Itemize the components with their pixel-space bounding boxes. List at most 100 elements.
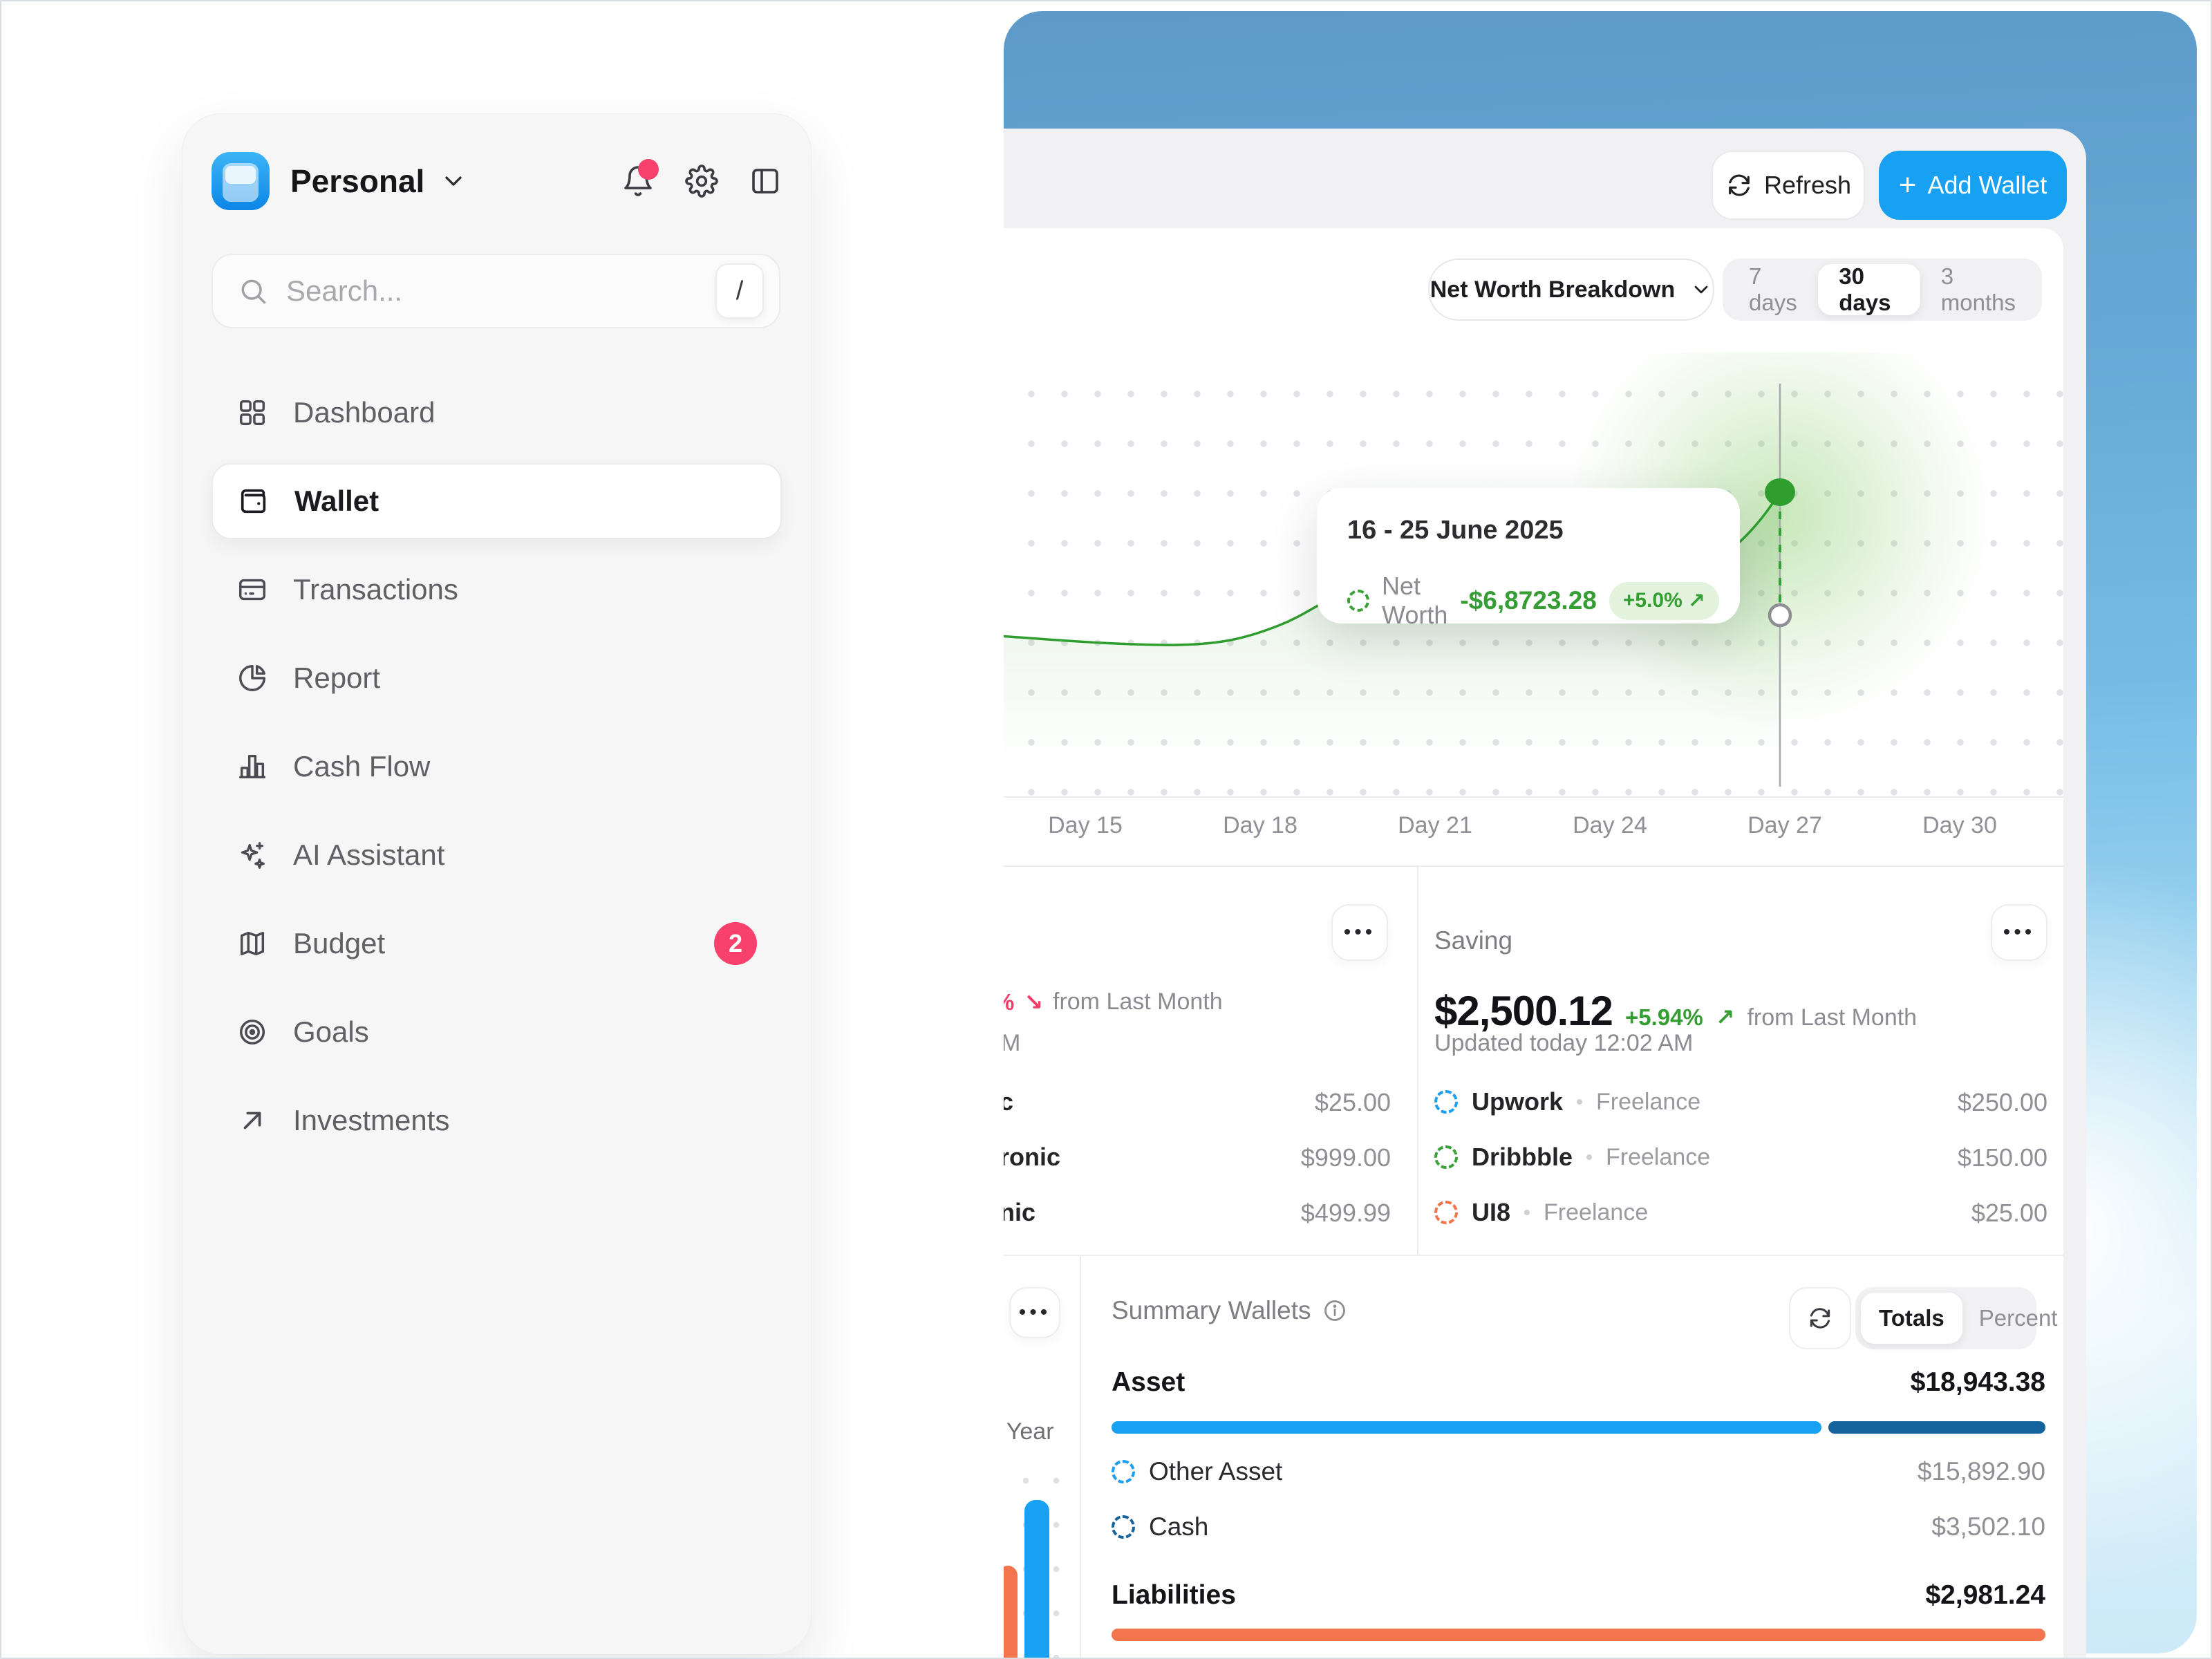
wallet-row-name: nic <box>1004 1198 1036 1226</box>
wallet-row-name: Upwork <box>1472 1087 1564 1116</box>
wallet-row-amount: $250.00 <box>1957 1088 2047 1116</box>
dashboard-card: Refresh + Add Wallet Net Worth Breakdown… <box>1004 129 2086 1659</box>
saving-change: +5.94% <box>1624 1004 1703 1030</box>
workspace-name: Personal <box>290 163 425 199</box>
x-tick: Day 30 <box>1922 812 1997 838</box>
sidebar-item-report[interactable]: Report <box>212 640 782 716</box>
net-worth-area <box>1004 492 1780 796</box>
asset-bar-other <box>1112 1421 1821 1434</box>
sidebar-item-label: Budget <box>293 927 386 959</box>
chart-tooltip: 16 - 25 June 2025 Net Worth -$6,8723.28 … <box>1317 488 1740 629</box>
net-worth-line-chart <box>1004 353 1994 796</box>
wallet-row-category: Freelance <box>1544 1199 1649 1226</box>
summary-title: Summary Wallets <box>1112 1296 1311 1324</box>
notifications-button[interactable] <box>621 159 659 198</box>
divider <box>1004 1255 2063 1256</box>
search-placeholder: Search... <box>286 274 403 307</box>
separator-dot <box>1586 1154 1593 1160</box>
arrow-up-right-icon: ↗ <box>1687 589 1705 612</box>
wallet-row-amount: $150.00 <box>1957 1143 2047 1172</box>
breakdown-dropdown[interactable]: Net Worth Breakdown <box>1428 259 1714 321</box>
info-icon <box>1322 1298 1347 1323</box>
sidebar-item-goals[interactable]: Goals <box>212 994 782 1070</box>
updated-text: M <box>1004 1030 1021 1056</box>
collapse-sidebar-button[interactable] <box>749 165 782 198</box>
grid-icon <box>236 397 268 429</box>
toggle-totals[interactable]: Totals <box>1861 1293 1962 1344</box>
sidebar-item-cash-flow[interactable]: Cash Flow <box>212 729 782 805</box>
sidebar-item-label: Wallet <box>294 485 379 517</box>
sidebar-item-dashboard[interactable]: Dashboard <box>212 375 782 451</box>
refresh-button[interactable]: Refresh <box>1712 151 1865 220</box>
credit-card-icon <box>236 574 268 606</box>
net-worth-chart[interactable]: 16 - 25 June 2025 Net Worth -$6,8723.28 … <box>1004 353 2063 798</box>
range-3-months[interactable]: 3 months <box>1940 263 2016 315</box>
card-menu-button[interactable]: ••• <box>1991 904 2047 961</box>
separator-dot <box>1524 1210 1530 1215</box>
wallet-row-amount: $999.00 <box>1300 1143 1391 1172</box>
x-tick: Day 27 <box>1747 812 1822 838</box>
wallet-avatar <box>1434 1145 1458 1169</box>
sidebar-item-wallet[interactable]: Wallet <box>212 463 782 539</box>
arrow-up-right-icon <box>236 1105 268 1136</box>
chevron-down-icon[interactable] <box>440 167 467 195</box>
card-menu-button[interactable]: ••• <box>1331 904 1388 961</box>
sidebar-item-label: Transactions <box>293 573 458 606</box>
tooltip-value: -$6,8723.28 <box>1460 586 1597 615</box>
sidebar-item-transactions[interactable]: Transactions <box>212 552 782 628</box>
sidebar-item-ai-assistant[interactable]: AI Assistant <box>212 817 782 893</box>
saving-updated: Updated today 12:02 AM <box>1434 1030 1694 1056</box>
add-wallet-label: Add Wallet <box>1927 171 2047 199</box>
summary-row-avatar <box>1112 1515 1135 1539</box>
wallet-row-amount: $25.00 <box>1971 1199 2047 1227</box>
bar-chart-icon <box>236 751 268 782</box>
saving-title: Saving <box>1434 926 1513 955</box>
x-tick: Day 24 <box>1573 812 1647 838</box>
notification-dot <box>638 159 659 180</box>
range-30-days[interactable]: 30 days <box>1818 263 1920 315</box>
search-icon <box>238 276 268 306</box>
wallet-row-name: c <box>1004 1087 1014 1116</box>
budget-badge: 2 <box>714 922 757 965</box>
sidebar-item-label: Cash Flow <box>293 750 431 782</box>
x-tick: Day 18 <box>1223 812 1297 838</box>
change-percent: % <box>1004 989 1014 1015</box>
summary-refresh-button[interactable] <box>1789 1287 1851 1349</box>
summary-row-amount: $3,502.10 <box>1931 1512 2045 1541</box>
liabilities-bar-fill <box>1112 1629 2045 1641</box>
card-menu-button[interactable]: ••• <box>1009 1287 1060 1338</box>
search-shortcut-badge: / <box>715 263 764 319</box>
summary-row-amount: $15,892.90 <box>1917 1457 2045 1485</box>
x-tick: Day 21 <box>1398 812 1472 838</box>
tooltip-change: +5.0% <box>1622 589 1683 612</box>
change-suffix: from Last Month <box>1053 988 1223 1015</box>
sidebar-item-label: Dashboard <box>293 396 435 429</box>
highlight-point <box>1765 478 1795 506</box>
liabilities-label: Liabilities <box>1112 1580 1236 1610</box>
settings-button[interactable] <box>685 165 718 198</box>
search-input[interactable]: Search... / <box>212 254 780 328</box>
add-wallet-button[interactable]: + Add Wallet <box>1879 151 2067 220</box>
saving-amount: $2,500.12 <box>1434 988 1613 1034</box>
target-icon <box>236 1016 268 1048</box>
asset-bar-cash <box>1828 1421 2045 1434</box>
map-icon <box>236 928 268 959</box>
range-segmented-control: 7 days 30 days 3 months <box>1723 259 2042 321</box>
tooltip-date-range: 16 - 25 June 2025 <box>1347 516 1564 545</box>
tooltip-change-badge: +5.0% ↗ <box>1609 581 1719 620</box>
sidebar-item-investments[interactable]: Investments <box>212 1082 782 1159</box>
toggle-percent[interactable]: Percent <box>1978 1305 2058 1331</box>
sidebar: Personal Search... / Dashboard <box>182 113 812 1655</box>
sparkles-icon <box>236 839 268 871</box>
arrow-up-right-icon: ↗ <box>1715 1004 1735 1030</box>
wallet-row-name: ronic <box>1004 1143 1061 1171</box>
wallet-row-name: UI8 <box>1472 1198 1511 1226</box>
sidebar-item-budget[interactable]: Budget 2 <box>212 906 782 982</box>
change-suffix: from Last Month <box>1747 1004 1918 1031</box>
chevron-down-icon <box>1690 279 1712 301</box>
range-7-days[interactable]: 7 days <box>1749 263 1797 315</box>
tooltip-series-label: Net Worth <box>1382 572 1448 629</box>
summary-row-name: Cash <box>1149 1512 1209 1541</box>
wallet-avatar <box>1434 1090 1458 1114</box>
separator-dot <box>1577 1099 1583 1105</box>
